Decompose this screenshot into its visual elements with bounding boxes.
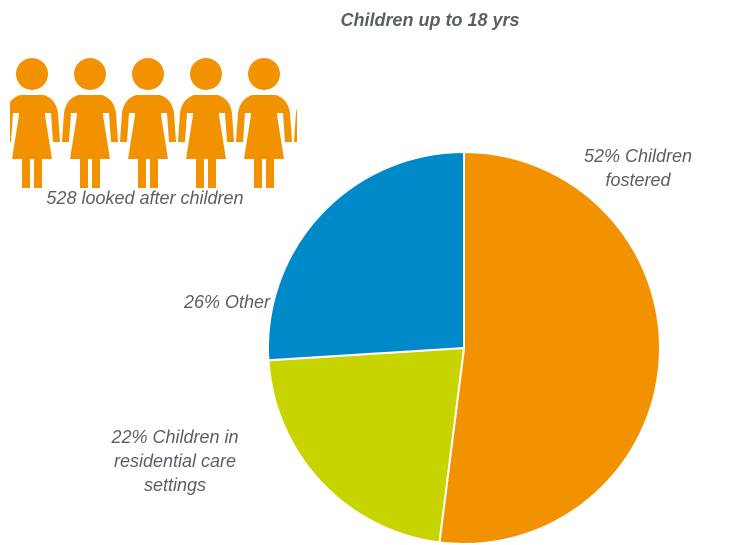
label-residential-line-1: 22% Children in	[111, 427, 239, 447]
chart-title: Children up to 18 yrs	[340, 10, 520, 30]
label-fostered-line-1: 52% Children	[583, 146, 693, 166]
slice-label-residential: 22% Children in residential care setting…	[70, 425, 280, 497]
looked-after-count-caption: 528 looked after children	[46, 188, 244, 208]
label-fostered-line-2: fostered	[605, 170, 671, 190]
label-other-line-1: 26% Other	[183, 292, 270, 312]
pie-slice-children-fostered	[438, 150, 661, 545]
label-residential-line-2: residential care	[113, 451, 237, 471]
slice-label-other: 26% Other	[120, 290, 270, 314]
pie-slice-other	[267, 150, 465, 362]
slice-label-fostered: 52% Children fostered	[548, 144, 728, 192]
pie-slice-children-in-residential-care-settings	[267, 346, 466, 544]
label-residential-line-3: settings	[143, 475, 207, 495]
